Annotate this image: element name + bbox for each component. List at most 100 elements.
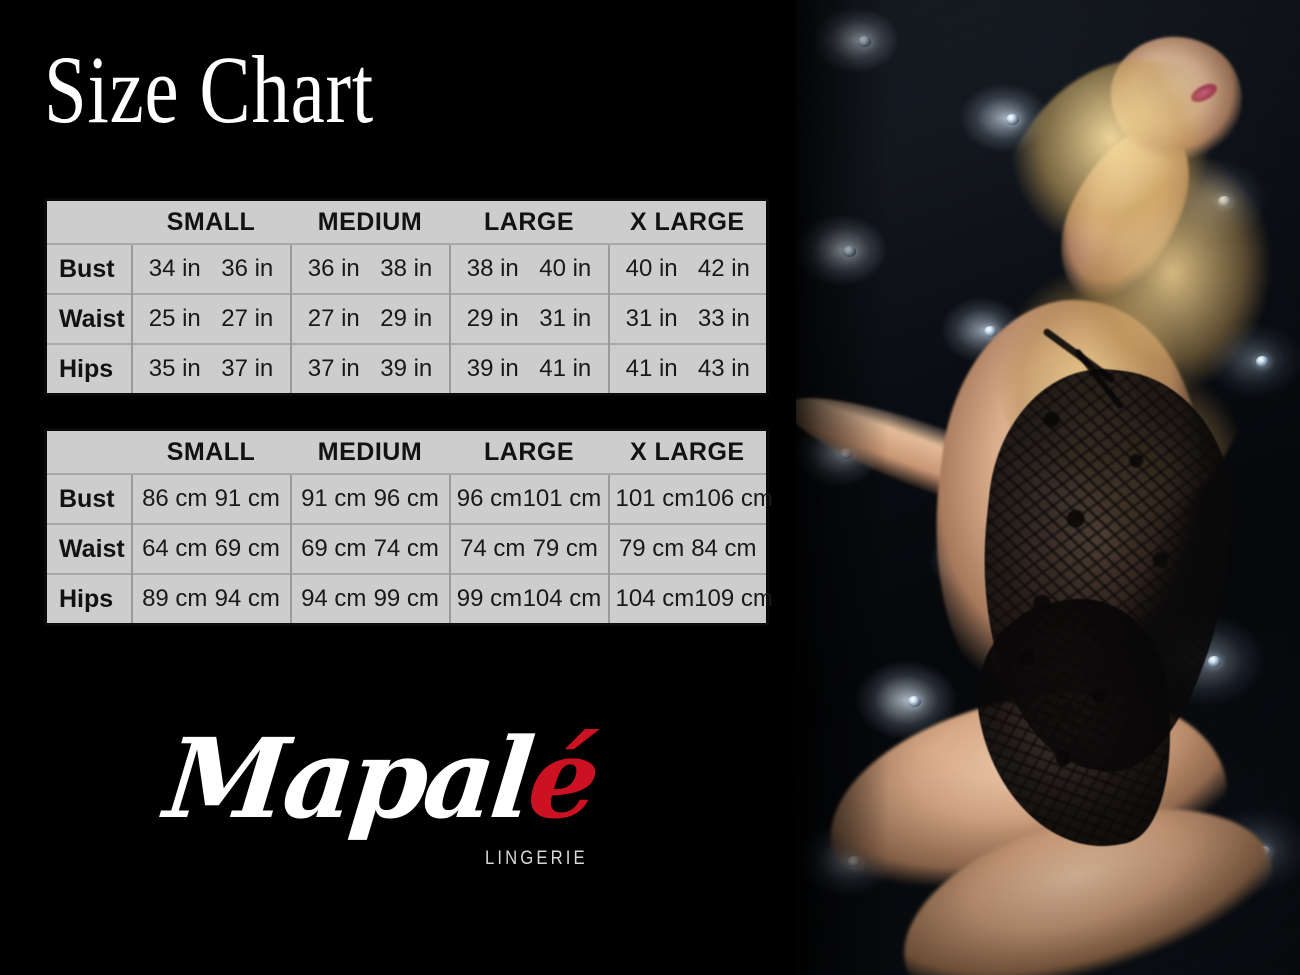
table-header-inches: SMALL MEDIUM LARGE X LARGE <box>45 199 768 245</box>
cell-hips-medium: 37 in 39 in <box>290 343 451 395</box>
table-row: Waist 25 in 27 in 27 in 29 in 29 in 31 in 3… <box>45 293 768 344</box>
column-header-small: SMALL <box>131 199 291 245</box>
cell-hips-large: 39 in 41 in <box>449 343 610 395</box>
cell-hips-small: 89 cm 94 cm <box>131 573 292 625</box>
cell-hips-large: 99 cm 104 cm <box>449 573 610 625</box>
value-min: 104 cm <box>615 585 695 612</box>
value-min: 41 in <box>625 355 678 382</box>
cell-waist-medium: 27 in 29 in <box>290 293 451 344</box>
value-min: 79 cm <box>618 535 685 562</box>
column-header-medium: MEDIUM <box>290 429 450 475</box>
value-max: 29 in <box>380 305 433 332</box>
cell-bust-x-large: 101 cm 106 cm <box>608 474 773 524</box>
value-max: 38 in <box>380 255 433 282</box>
value-max: 40 in <box>539 255 592 282</box>
value-max: 39 in <box>380 355 433 382</box>
cell-waist-x-large: 79 cm 84 cm <box>608 523 768 574</box>
cell-bust-small: 34 in 36 in <box>131 244 292 294</box>
value-min: 36 in <box>307 255 360 282</box>
value-max: 101 cm <box>522 485 602 512</box>
row-label-hips: Hips <box>45 573 133 625</box>
value-min: 86 cm <box>142 485 208 512</box>
value-max: 109 cm <box>694 585 773 612</box>
column-header-x-large: X LARGE <box>608 429 768 475</box>
value-max: 37 in <box>221 355 274 382</box>
cell-bust-medium: 36 in 38 in <box>290 244 451 294</box>
header-row: SMALL MEDIUM LARGE X LARGE <box>45 429 768 475</box>
value-min: 39 in <box>466 355 519 382</box>
value-max: 99 cm <box>373 585 439 612</box>
column-header-x-large: X LARGE <box>608 199 768 245</box>
photo-vignette <box>786 0 1300 975</box>
row-label-waist: Waist <box>45 293 133 344</box>
value-min: 64 cm <box>142 535 208 562</box>
size-table-inches: SMALL MEDIUM LARGE X LARGE Bust 34 in 36 … <box>44 198 769 396</box>
value-min: 31 in <box>625 305 678 332</box>
header-row: SMALL MEDIUM LARGE X LARGE <box>45 199 768 245</box>
value-max: 74 cm <box>373 535 439 562</box>
value-max: 91 cm <box>214 485 280 512</box>
cell-hips-small: 35 in 37 in <box>131 343 292 395</box>
table-row: Bust 86 cm 91 cm 91 cm 96 cm 96 cm 101 cm 1… <box>45 474 773 524</box>
cell-bust-large: 38 in 40 in <box>449 244 610 294</box>
value-min: 25 in <box>148 305 201 332</box>
table-row: Waist 64 cm 69 cm 69 cm 74 cm 74 cm 79 cm 7… <box>45 523 768 574</box>
value-max: 69 cm <box>214 535 280 562</box>
row-label-hips: Hips <box>45 343 133 395</box>
value-max: 106 cm <box>694 485 773 512</box>
value-min: 34 in <box>148 255 201 282</box>
table-header-centimeters: SMALL MEDIUM LARGE X LARGE <box>45 429 768 475</box>
table-row: Hips 35 in 37 in 37 in 39 in 39 in 41 in 41… <box>45 343 768 395</box>
table-row: Hips 89 cm 94 cm 94 cm 99 cm 99 cm 104 cm 1… <box>45 573 773 625</box>
value-max: 31 in <box>539 305 592 332</box>
cell-waist-small: 25 in 27 in <box>131 293 292 344</box>
value-min: 38 in <box>466 255 519 282</box>
value-max: 43 in <box>697 355 750 382</box>
info-panel: Size Chart SMALL MEDIUM LARGE X LARGE Bu… <box>44 41 773 883</box>
cell-waist-large: 74 cm 79 cm <box>449 523 610 574</box>
value-max: 84 cm <box>691 535 757 562</box>
value-min: 91 cm <box>301 485 367 512</box>
column-header-small: SMALL <box>131 429 291 475</box>
value-max: 27 in <box>221 305 274 332</box>
value-min: 27 in <box>307 305 360 332</box>
brand-logo: Mapalé LINGERIE <box>160 714 630 883</box>
table-body-inches: Bust 34 in 36 in 36 in 38 in 38 in 40 in 40… <box>45 244 768 395</box>
row-label-waist: Waist <box>45 523 133 574</box>
value-min: 101 cm <box>615 485 695 512</box>
value-min: 35 in <box>148 355 201 382</box>
row-label-bust: Bust <box>45 474 133 524</box>
value-max: 41 in <box>539 355 592 382</box>
corner-cell <box>45 429 132 475</box>
photo-left-edge <box>786 0 796 975</box>
value-min: 89 cm <box>142 585 208 612</box>
value-max: 42 in <box>697 255 750 282</box>
cell-hips-medium: 94 cm 99 cm <box>290 573 451 625</box>
value-min: 96 cm <box>456 485 523 512</box>
column-header-large: LARGE <box>449 429 609 475</box>
cell-waist-medium: 69 cm 74 cm <box>290 523 451 574</box>
cell-hips-x-large: 104 cm 109 cm <box>608 573 773 625</box>
cell-waist-small: 64 cm 69 cm <box>131 523 292 574</box>
value-max: 36 in <box>221 255 274 282</box>
brand-name-accent: é <box>522 714 603 843</box>
value-min: 69 cm <box>301 535 367 562</box>
cell-bust-x-large: 40 in 42 in <box>608 244 768 294</box>
cell-bust-medium: 91 cm 96 cm <box>290 474 451 524</box>
cell-bust-large: 96 cm 101 cm <box>449 474 610 524</box>
cell-hips-x-large: 41 in 43 in <box>608 343 768 395</box>
column-header-medium: MEDIUM <box>290 199 450 245</box>
value-max: 79 cm <box>532 535 598 562</box>
value-max: 104 cm <box>522 585 602 612</box>
value-max: 33 in <box>697 305 750 332</box>
table-body-centimeters: Bust 86 cm 91 cm 91 cm 96 cm 96 cm 101 cm 1… <box>45 474 773 625</box>
value-min: 29 in <box>466 305 519 332</box>
column-header-large: LARGE <box>449 199 609 245</box>
row-label-bust: Bust <box>45 244 133 294</box>
brand-name-main: Mapal <box>159 714 537 843</box>
cell-waist-large: 29 in 31 in <box>449 293 610 344</box>
brand-wordmark: Mapalé <box>160 714 603 843</box>
value-min: 37 in <box>307 355 360 382</box>
value-min: 94 cm <box>301 585 367 612</box>
